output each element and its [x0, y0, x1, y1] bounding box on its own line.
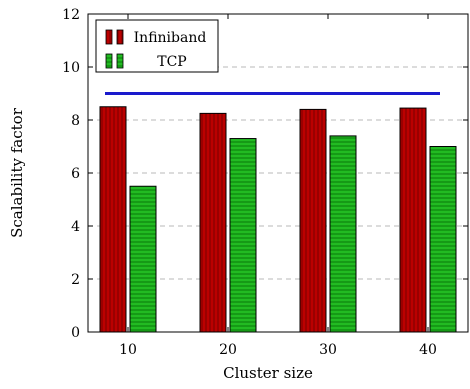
bar-infiniband-40 — [399, 107, 427, 333]
bar-infiniband-20 — [199, 112, 227, 333]
legend-swatch-tcp — [116, 53, 124, 69]
y-tick-label: 6 — [71, 166, 80, 182]
bar-tcp-20 — [229, 138, 257, 333]
legend-label-infiniband: Infiniband — [134, 30, 207, 46]
bar-infiniband-30 — [299, 108, 327, 333]
legend-swatch-infiniband — [116, 29, 124, 45]
bar-infiniband-10 — [99, 106, 127, 333]
legend: Infiniband TCP — [95, 19, 219, 73]
y-tick-label: 8 — [71, 113, 80, 129]
bars — [99, 106, 457, 333]
legend-label-tcp: TCP — [157, 54, 186, 70]
bar-tcp-40 — [429, 146, 457, 333]
bar-tcp-30 — [329, 135, 357, 333]
legend-swatch-infiniband — [105, 29, 113, 45]
y-tick-label: 2 — [71, 272, 80, 288]
y-axis-label: Scalability factor — [8, 107, 26, 238]
x-tick-label: 40 — [419, 342, 437, 358]
legend-box — [95, 19, 219, 73]
x-axis-label: Cluster size — [223, 364, 313, 382]
legend-swatch-tcp — [105, 53, 113, 69]
y-tick-label: 0 — [71, 325, 80, 341]
x-tick-label: 10 — [119, 342, 137, 358]
y-tick-label: 10 — [62, 60, 80, 76]
x-tick-label: 30 — [319, 342, 337, 358]
axis-ticks: 0 2 4 6 8 10 12 10 20 30 40 — [62, 7, 468, 358]
y-tick-label: 12 — [62, 7, 80, 23]
x-tick-label: 20 — [219, 342, 237, 358]
y-tick-label: 4 — [71, 219, 80, 235]
bar-tcp-10 — [129, 185, 157, 333]
